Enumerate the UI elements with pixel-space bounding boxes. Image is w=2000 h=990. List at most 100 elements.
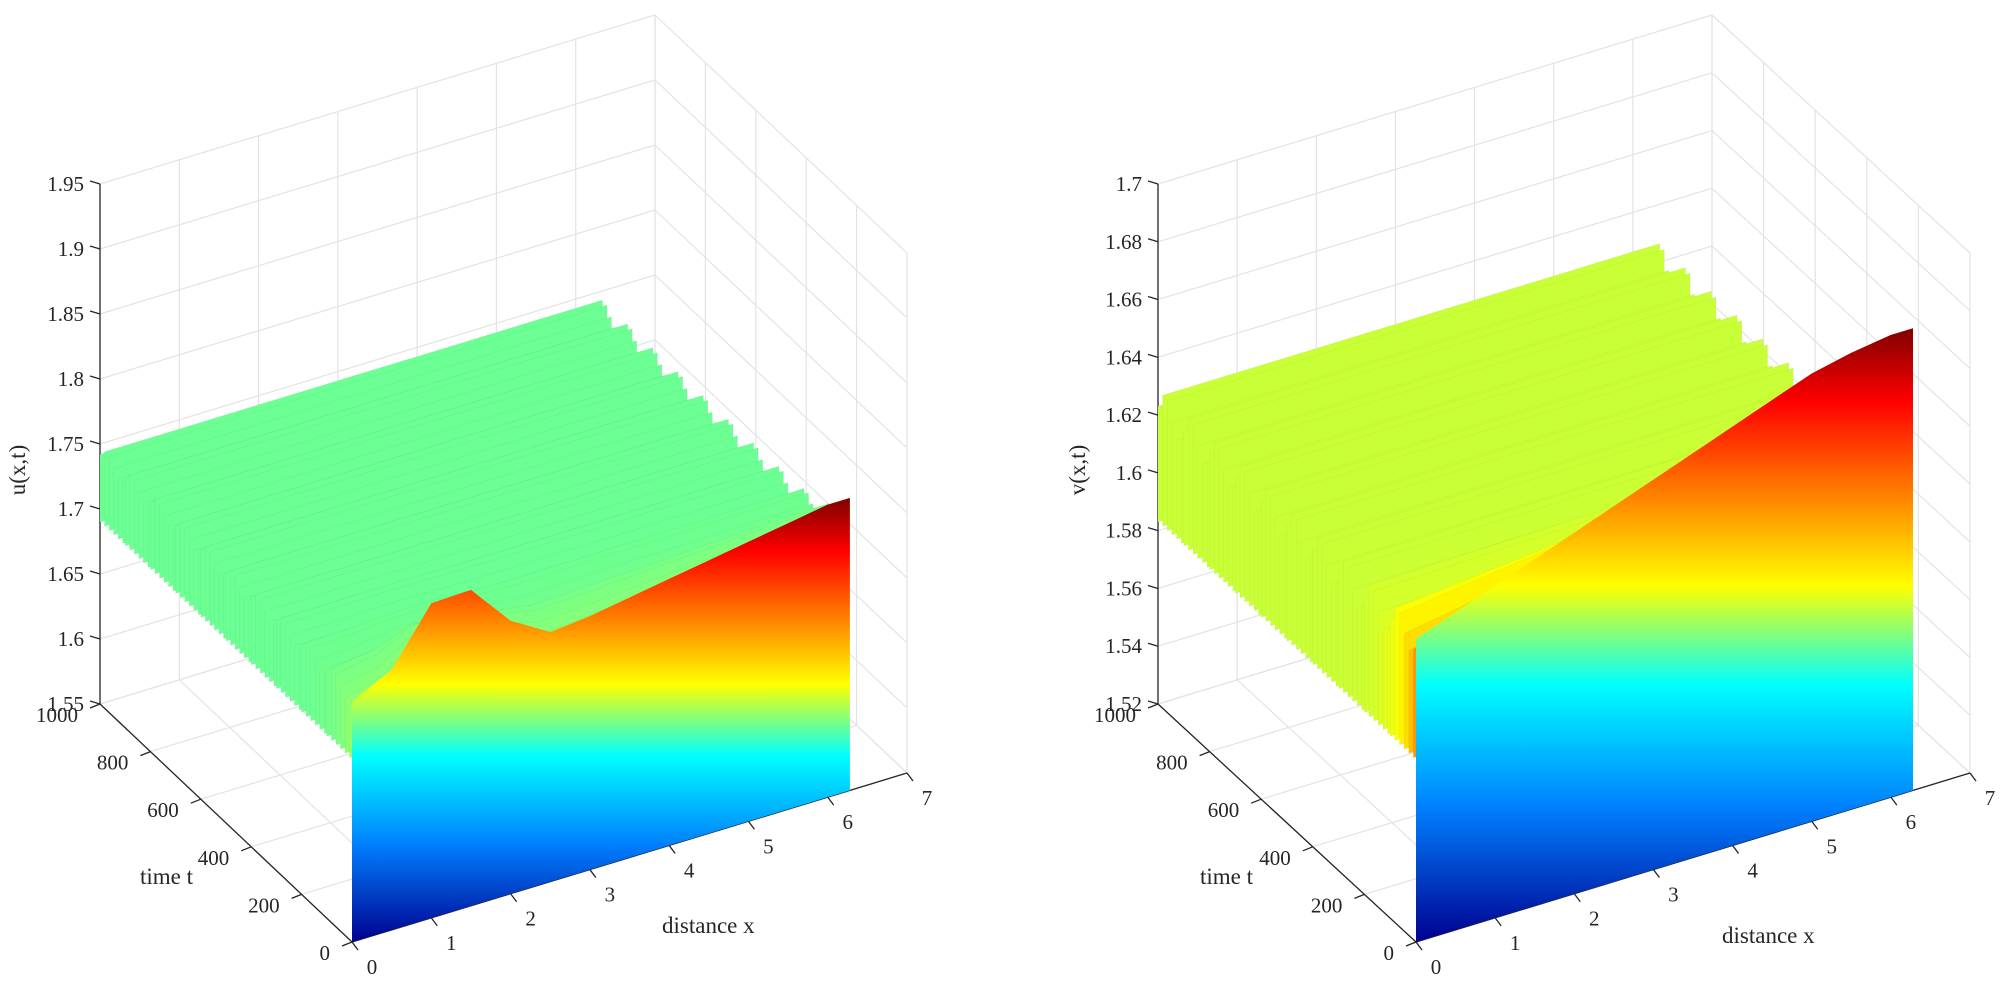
z-tick-mark: [1147, 238, 1159, 243]
x-tick-label: 5: [763, 834, 774, 858]
y-tick-mark: [291, 893, 302, 900]
z-tick-mark: [89, 310, 101, 315]
z-tick-mark: [89, 375, 101, 380]
x-tick-label: 4: [1747, 858, 1758, 882]
grid-line: [99, 144, 656, 315]
z-tick-mark: [1147, 295, 1159, 301]
grid-line: [1711, 187, 1971, 427]
z-tick-label: 1.54: [1105, 634, 1142, 658]
y-axis-line: [99, 703, 353, 943]
z-tick-label: 1.9: [58, 237, 84, 261]
grid-line: [654, 79, 908, 319]
y-tick-mark: [240, 846, 252, 852]
y-tick-label: 800: [97, 751, 129, 775]
y-tick-label: 200: [248, 893, 280, 917]
grid-line: [1711, 130, 1971, 369]
x-axis-label: distance x: [1722, 923, 1815, 948]
y-tick-label: 1000: [1094, 703, 1136, 727]
y-tick-mark: [1302, 846, 1314, 852]
x-tick-mark: [827, 796, 835, 806]
z-tick-mark: [1147, 411, 1159, 416]
x-tick-label: 2: [525, 907, 536, 931]
z-tick-mark: [89, 440, 101, 445]
x-tick-mark: [1652, 869, 1660, 878]
x-tick-mark: [906, 772, 914, 782]
x-tick-mark: [1732, 845, 1740, 854]
x-axis-label: distance x: [662, 913, 755, 938]
grid-line: [99, 209, 656, 380]
z-tick-label: 1.58: [1105, 519, 1142, 543]
y-tick-mark: [190, 798, 202, 804]
x-tick-mark: [1573, 893, 1581, 903]
y-tick-mark: [1250, 798, 1262, 804]
x-tick-mark: [1969, 772, 1977, 782]
y-tick-label: 400: [1259, 846, 1291, 870]
y-tick-label: 200: [1311, 893, 1343, 917]
x-tick-mark: [1494, 917, 1502, 927]
x-tick-label: 6: [842, 810, 853, 834]
x-tick-mark: [747, 820, 755, 830]
grid-line: [654, 144, 908, 384]
grid-line: [654, 209, 908, 449]
y-tick-label: 0: [1384, 941, 1395, 965]
surface-u: [99, 299, 850, 942]
z-tick-label: 1.6: [1116, 461, 1142, 485]
x-tick-mark: [1811, 820, 1819, 830]
z-tick-label: 1.56: [1105, 576, 1142, 600]
y-tick-label: 600: [1208, 798, 1240, 822]
z-tick-label: 1.6: [58, 627, 84, 651]
grid-line: [1157, 14, 1713, 185]
z-tick-mark: [1147, 353, 1159, 358]
z-tick-label: 1.7: [1116, 172, 1142, 196]
z-tick-label: 1.64: [1105, 345, 1142, 369]
z-tick-mark: [1147, 180, 1159, 185]
grid-line: [1157, 187, 1713, 358]
z-tick-mark: [89, 635, 101, 640]
x-tick-mark: [1890, 796, 1898, 806]
z-tick-mark: [89, 245, 101, 250]
x-tick-label: 0: [367, 955, 378, 979]
x-tick-mark: [589, 869, 597, 878]
y-tick-mark: [89, 703, 101, 709]
grid-line: [99, 274, 656, 445]
x-tick-mark: [668, 845, 676, 854]
y-tick-label: 400: [198, 846, 230, 870]
x-tick-mark: [351, 941, 359, 951]
x-tick-label: 6: [1906, 810, 1917, 834]
x-tick-mark: [1415, 941, 1423, 951]
surface-v: [1157, 243, 1913, 942]
x-tick-label: 0: [1431, 955, 1442, 979]
x-tick-mark: [430, 917, 438, 927]
y-axis-label: time t: [1200, 864, 1254, 889]
grid-line: [99, 79, 656, 250]
y-axis-line: [1157, 703, 1417, 943]
y-tick-label: 600: [147, 798, 179, 822]
z-tick-mark: [1147, 700, 1159, 705]
z-tick-mark: [89, 700, 101, 705]
grid-line: [1711, 72, 1971, 312]
x-tick-mark: [510, 893, 518, 903]
z-tick-label: 1.52: [1105, 692, 1142, 716]
y-tick-label: 1000: [36, 703, 78, 727]
y-tick-mark: [341, 941, 353, 947]
z-tick-mark: [89, 180, 101, 185]
z-tick-mark: [1147, 527, 1159, 532]
x-tick-label: 5: [1826, 834, 1837, 858]
z-tick-label: 1.85: [47, 302, 84, 326]
z-tick-label: 1.55: [47, 692, 84, 716]
z-tick-label: 1.8: [58, 367, 84, 391]
z-tick-label: 1.7: [58, 497, 84, 521]
y-tick-mark: [1199, 750, 1210, 757]
z-axis-label: v(x,t): [1065, 445, 1090, 495]
y-tick-label: 800: [1156, 751, 1188, 775]
y-tick-mark: [1354, 893, 1365, 900]
grid-line: [654, 14, 908, 254]
z-tick-mark: [89, 505, 101, 510]
z-tick-mark: [1147, 584, 1159, 590]
grid-line: [1157, 72, 1713, 243]
y-tick-label: 0: [320, 941, 331, 965]
